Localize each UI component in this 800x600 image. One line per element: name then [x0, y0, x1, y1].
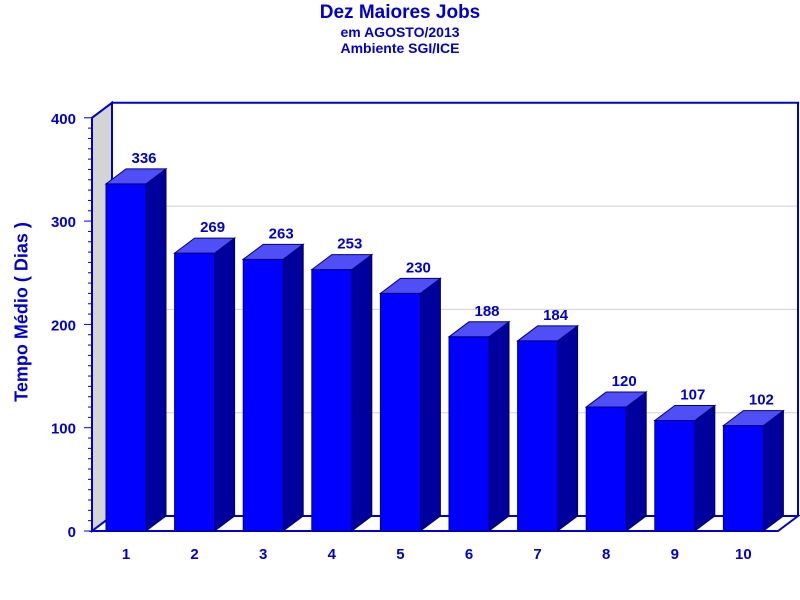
bar-side — [625, 391, 647, 532]
bar — [379, 292, 421, 532]
x-tick-label: 7 — [533, 546, 541, 563]
bar-side — [419, 277, 441, 532]
x-tick-label: 3 — [259, 546, 267, 563]
data-label: 184 — [543, 307, 569, 324]
x-tick-label: 9 — [671, 546, 679, 563]
bar — [174, 252, 216, 532]
data-label: 120 — [612, 373, 637, 390]
y-tick-label: 0 — [68, 524, 76, 541]
data-label: 263 — [269, 225, 294, 242]
y-tick-label: 100 — [51, 421, 76, 438]
bar — [722, 425, 764, 532]
data-label: 107 — [680, 386, 705, 403]
bar — [311, 269, 353, 532]
bar-top — [584, 391, 648, 408]
x-tick-label: 10 — [735, 546, 752, 563]
data-label: 336 — [131, 150, 156, 167]
bar-top — [653, 404, 717, 421]
y-tick-label: 200 — [51, 317, 76, 334]
bar — [105, 183, 147, 532]
bar-side — [488, 320, 510, 532]
data-label: 102 — [749, 392, 774, 409]
bar — [517, 340, 559, 532]
bar-side — [762, 409, 784, 532]
x-tick-label: 2 — [190, 546, 198, 563]
bar — [585, 406, 627, 532]
bar-side — [351, 253, 373, 532]
data-label: 230 — [406, 259, 431, 276]
bar-top — [516, 325, 580, 342]
bar-top — [378, 277, 442, 294]
data-label: 188 — [474, 303, 499, 320]
x-tick-label: 1 — [122, 546, 130, 563]
bar-top — [447, 321, 511, 338]
bar-side — [145, 167, 167, 532]
bar-top — [721, 410, 785, 427]
bar — [654, 419, 696, 532]
y-tick-label: 400 — [51, 111, 76, 128]
chart-title: Dez Maiores Jobs — [319, 2, 481, 23]
x-tick-label: 8 — [602, 546, 610, 563]
chart-subtitle-period: em AGOSTO/2013 — [340, 24, 460, 40]
bar — [448, 336, 490, 532]
bar-side — [557, 324, 579, 532]
bar-side — [694, 404, 716, 532]
chart-subtitle-environment: Ambiente SGI/ICE — [340, 40, 460, 56]
bar-side — [214, 237, 236, 532]
x-tick-label: 6 — [465, 546, 473, 563]
data-label: 253 — [337, 236, 362, 253]
bar-side — [282, 243, 304, 532]
x-tick-label: 5 — [396, 546, 404, 563]
data-label: 269 — [200, 219, 225, 236]
bar-top — [241, 243, 305, 260]
bar — [242, 258, 284, 532]
bar-top — [104, 168, 168, 185]
bar-top — [310, 254, 374, 271]
y-tick-label: 300 — [51, 214, 76, 231]
bar-top — [173, 237, 237, 254]
x-tick-label: 4 — [328, 546, 337, 563]
